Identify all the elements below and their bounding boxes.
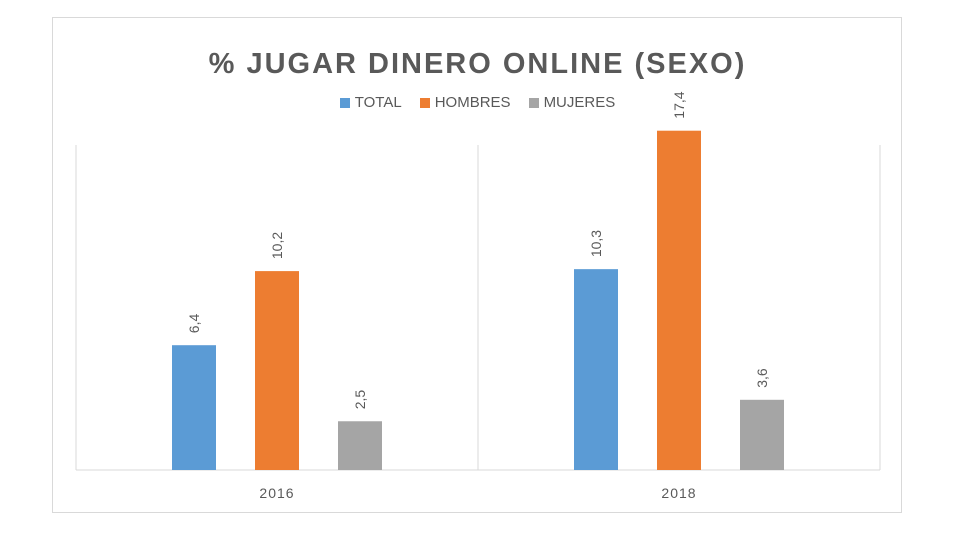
bar-mujeres-2018 — [740, 399, 784, 470]
data-label-mujeres-2016: 2,5 — [352, 390, 368, 410]
data-label-total-2016: 6,4 — [186, 314, 202, 334]
x-tick-label-2018: 2018 — [661, 485, 696, 501]
legend-item-mujeres: MUJERES — [528, 94, 616, 111]
data-label-mujeres-2018: 3,6 — [754, 368, 770, 388]
legend-swatch-hombres — [419, 97, 430, 108]
legend-label-total: TOTAL — [354, 94, 402, 111]
legend-item-total: TOTAL — [339, 94, 402, 111]
bar-mujeres-2016 — [338, 421, 382, 470]
legend: TOTAL HOMBRES MUJERES — [0, 94, 955, 111]
chart-title: % JUGAR DINERO ONLINE (SEXO) — [208, 48, 747, 80]
legend-swatch-mujeres — [528, 97, 539, 108]
bar-total-2016 — [172, 345, 216, 470]
bar-hombres-2016 — [255, 271, 299, 470]
legend-label-mujeres: MUJERES — [543, 94, 616, 111]
data-label-hombres-2018: 17,4 — [671, 91, 687, 118]
bar-hombres-2018 — [657, 130, 701, 470]
bar-total-2018 — [574, 269, 618, 470]
x-tick-label-2016: 2016 — [259, 485, 294, 501]
data-label-hombres-2016: 10,2 — [269, 232, 285, 259]
legend-label-hombres: HOMBRES — [434, 94, 511, 111]
legend-swatch-total — [339, 97, 350, 108]
legend-item-hombres: HOMBRES — [419, 94, 511, 111]
data-label-total-2018: 10,3 — [588, 230, 604, 257]
